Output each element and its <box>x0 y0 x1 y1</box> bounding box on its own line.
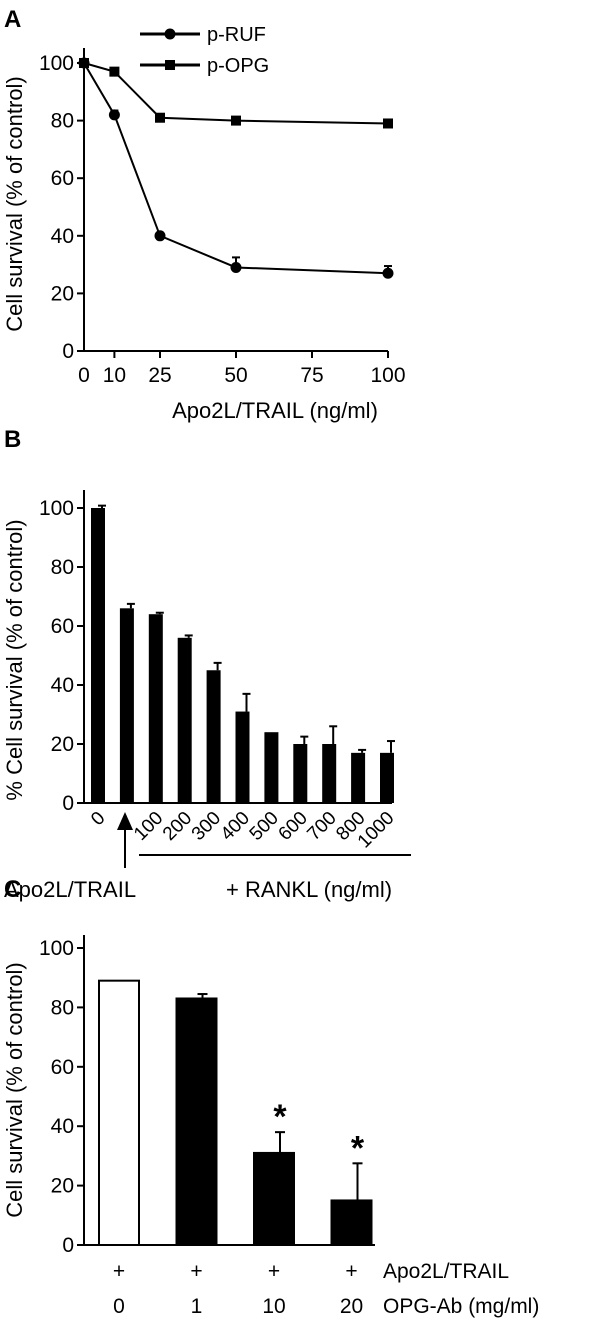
panel-a-y-ticks: 0 20 40 60 80 100 <box>39 52 84 363</box>
data-point-p-ruf <box>230 261 242 273</box>
data-point-p-opg <box>109 66 120 77</box>
data-point-p-ruf <box>108 109 120 121</box>
panel-a: A Cell survival (% of control) Apo2L/TRA… <box>2 6 406 423</box>
condition-symbol: + <box>190 1260 202 1283</box>
panel-b-letter: B <box>4 426 21 453</box>
panel-a-x-tick-label: 100 <box>370 364 405 387</box>
panel-a-legend: p-RUF p-OPG <box>140 24 269 77</box>
bar <box>351 752 366 803</box>
bar <box>235 711 250 803</box>
panel-a-x-tick-label: 25 <box>148 364 171 387</box>
panel-c-y-ticks: 0 20 40 60 80 100 <box>39 937 84 1257</box>
bar <box>119 608 134 803</box>
panel-c-y-tick-label: 80 <box>51 996 74 1019</box>
significance-star: * <box>351 1129 365 1167</box>
bar <box>98 979 140 1246</box>
bar <box>148 614 163 803</box>
legend-label-p-opg: p-OPG <box>207 55 269 77</box>
bar <box>175 997 218 1246</box>
panel-b-y-tick-label: 60 <box>51 615 74 638</box>
data-point-p-opg <box>79 58 89 68</box>
condition-symbol: 1 <box>191 1295 203 1318</box>
data-point-p-ruf <box>382 267 394 279</box>
panel-a-y-tick-label: 60 <box>51 167 74 190</box>
legend-marker-p-opg <box>165 60 175 70</box>
panel-c-letter: C <box>4 876 21 903</box>
panel-a-letter: A <box>4 6 21 33</box>
panel-b-y-tick-label: 40 <box>51 674 74 697</box>
panel-c-condition-rows: + + + + Apo2L/TRAIL 0 1 10 20 OPG-Ab (mg/ml) <box>113 1260 539 1318</box>
panel-c-y-tick-label: 60 <box>51 1056 74 1079</box>
panel-c-y-axis-label: Cell survival (% of control) <box>2 962 27 1218</box>
bar <box>293 744 308 803</box>
panel-b-label-rankl: + RANKL (ng/ml) <box>226 877 392 902</box>
panel-b-y-tick-label: 0 <box>62 792 74 815</box>
panel-b-bars <box>91 504 395 803</box>
x-tick-label: 0 <box>87 808 109 830</box>
condition-symbol: + <box>345 1260 357 1283</box>
panel-a-y-tick-label: 0 <box>62 340 74 363</box>
series-line-p-ruf <box>83 62 389 275</box>
panel-b: B % Cell survival (% of control) 0 20 40 60… <box>2 426 411 902</box>
bar <box>380 752 394 803</box>
panel-a-x-axis-label: Apo2L/TRAIL (ng/ml) <box>172 398 378 423</box>
bar <box>253 1151 295 1247</box>
panel-c-y-tick-label: 100 <box>39 937 74 960</box>
bar <box>264 732 279 803</box>
panel-b-label-trail: Apo2L/TRAIL <box>4 877 136 902</box>
panel-a-x-tick-label: 0 <box>78 364 90 387</box>
panel-c-y-tick-label: 20 <box>51 1175 74 1198</box>
panel-a-y-tick-label: 80 <box>51 110 74 133</box>
bar <box>177 637 192 803</box>
panel-a-x-tick-label: 75 <box>300 364 323 387</box>
data-point-p-opg <box>155 112 165 123</box>
data-point-p-opg <box>231 115 241 126</box>
panel-a-x-tick-label: 10 <box>103 364 126 387</box>
panel-a-y-tick-label: 20 <box>51 282 74 305</box>
condition-row-label: OPG-Ab (mg/ml) <box>383 1295 539 1318</box>
condition-row-label: Apo2L/TRAIL <box>383 1260 509 1283</box>
panel-c: C Cell survival (% of control) 0 20 40 60 80… <box>2 876 539 1318</box>
panel-a-series <box>78 57 394 279</box>
condition-symbol: + <box>113 1260 125 1283</box>
legend-label-p-ruf: p-RUF <box>207 24 266 46</box>
panel-c-y-tick-label: 0 <box>62 1234 74 1257</box>
condition-symbol: 10 <box>262 1295 285 1318</box>
panel-b-y-ticks: 0 20 40 60 80 100 <box>39 497 84 815</box>
panel-c-bars: ** <box>98 979 373 1247</box>
panel-a-x-tick-label: 50 <box>224 364 247 387</box>
condition-symbol: + <box>268 1260 280 1283</box>
data-point-p-ruf <box>154 230 166 242</box>
panel-a-x-ticks: 0 10 25 50 75 100 <box>78 351 406 387</box>
condition-symbol: 20 <box>340 1295 363 1318</box>
panel-a-y-tick-label: 100 <box>39 52 74 75</box>
panel-b-y-axis-label: % Cell survival (% of control) <box>2 519 27 800</box>
panel-b-y-tick-label: 20 <box>51 733 74 756</box>
condition-symbol: 0 <box>113 1295 125 1318</box>
panel-b-y-tick-label: 100 <box>39 497 74 520</box>
bar <box>91 508 105 803</box>
panel-a-y-tick-label: 40 <box>51 225 74 248</box>
bar <box>322 744 337 803</box>
legend-marker-p-ruf <box>164 28 176 40</box>
panel-c-y-tick-label: 40 <box>51 1115 74 1138</box>
panel-b-y-tick-label: 80 <box>51 556 74 579</box>
significance-star: * <box>273 1098 287 1136</box>
panel-b-arrow-head <box>117 812 133 830</box>
panel-a-y-axis-label: Cell survival (% of control) <box>2 76 27 332</box>
data-point-p-opg <box>383 118 393 129</box>
bar <box>330 1199 373 1246</box>
bar <box>206 670 221 803</box>
